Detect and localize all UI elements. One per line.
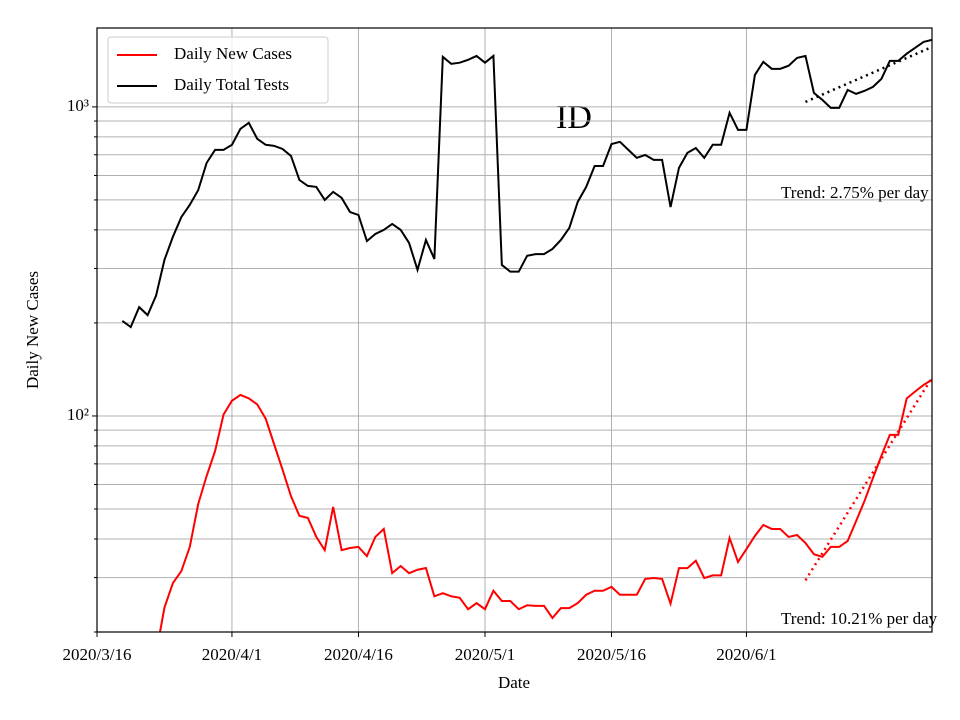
y-axis-label: Daily New Cases [23, 271, 42, 389]
trend-line [804, 45, 932, 104]
y-tick-label: 10² [67, 405, 89, 424]
x-tick-label: 2020/4/1 [202, 645, 262, 664]
x-tick-label: 2020/5/16 [577, 645, 646, 664]
legend-label: Daily New Cases [174, 44, 292, 63]
plot-area [121, 38, 932, 632]
x-tick-label: 2020/3/16 [63, 645, 132, 664]
legend-label: Daily Total Tests [174, 75, 289, 94]
chart-title: ID [556, 99, 592, 136]
plot-frame [96, 27, 933, 633]
trend-line [804, 377, 932, 581]
y-tick-label: 10³ [67, 96, 89, 115]
legend-box [107, 36, 329, 104]
x-axis-label: Date [498, 673, 530, 692]
line-series [158, 378, 932, 632]
line-series [121, 38, 932, 329]
x-tick-label: 2020/4/16 [324, 645, 393, 664]
x-tick-label: 2020/5/1 [455, 645, 515, 664]
trend-label: Trend: 10.21% per day [781, 609, 938, 628]
trend-label: Trend: 2.75% per day [781, 183, 929, 202]
x-tick-label: 2020/6/1 [716, 645, 776, 664]
